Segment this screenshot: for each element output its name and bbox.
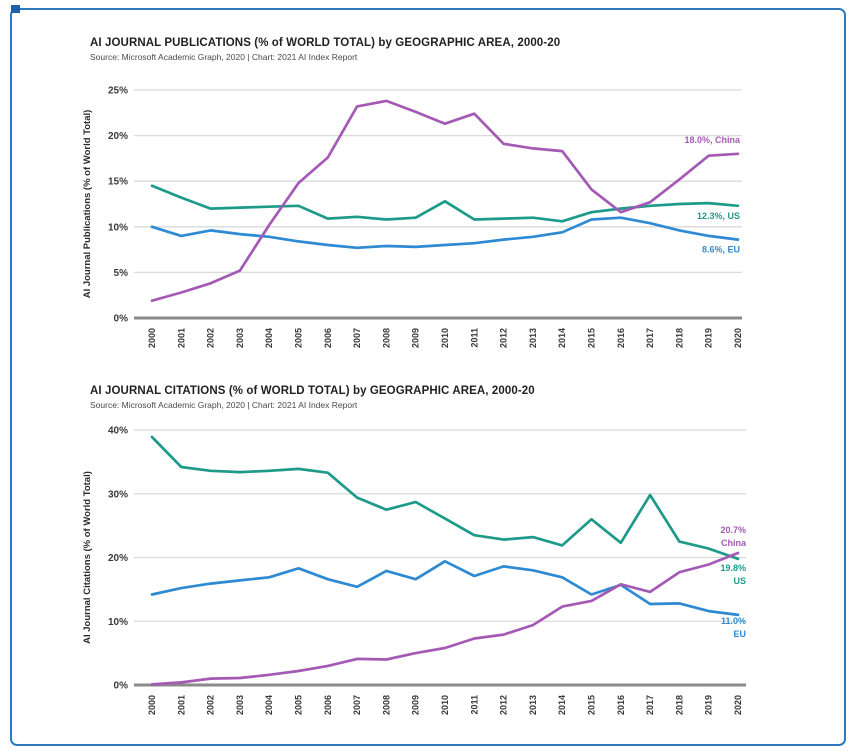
citations-chart-source: Source: Microsoft Academic Graph, 2020 |… — [90, 400, 358, 410]
x-tick-label-year: 2019 — [704, 328, 714, 348]
publications-chart-title: AI JOURNAL PUBLICATIONS (% of WORLD TOTA… — [90, 37, 561, 49]
x-tick-label-year: 2006 — [323, 328, 333, 348]
citations-chart-title: AI JOURNAL CITATIONS (% of WORLD TOTAL) … — [90, 385, 535, 397]
x-tick-label-year: 2019 — [704, 695, 714, 715]
x-tick-label-year: 2010 — [440, 695, 450, 715]
x-tick-label-year: 2020 — [733, 328, 743, 348]
x-tick-label-year: 2012 — [499, 695, 509, 715]
x-tick-label-year: 2009 — [411, 695, 421, 715]
us-series-end-label: 19.8% — [720, 563, 746, 573]
x-tick-label-year: 2007 — [352, 328, 362, 348]
china-series-end-label: China — [721, 538, 747, 548]
x-tick-label-year: 2020 — [733, 695, 743, 715]
china-series-end-label: 20.7% — [720, 525, 746, 535]
publications-line-chart: 0% 5% 10% 15% 20% 25% 2000 2001 2002 2003 2004 2005… — [82, 86, 743, 349]
eu-series-line — [150, 216, 740, 250]
y-tick-label: 10% — [108, 617, 128, 628]
y-tick-label: 0% — [114, 681, 129, 692]
x-tick-label-year: 2003 — [235, 695, 245, 715]
x-tick-label-year: 2005 — [294, 695, 304, 715]
x-tick-label-year: 2000 — [147, 328, 157, 348]
x-tick-label-year: 2004 — [264, 695, 274, 715]
x-tick-label-year: 2003 — [235, 328, 245, 348]
eu-series-end-label: 8.6%, EU — [702, 245, 740, 255]
us-series-end-label: 12.3%, US — [697, 211, 740, 221]
x-tick-label-year: 2010 — [440, 328, 450, 348]
x-tick-label-year: 2017 — [645, 695, 655, 715]
china-series-line — [150, 99, 740, 303]
corner-selection-artifact — [11, 5, 20, 13]
x-tick-label-year: 2006 — [323, 695, 333, 715]
x-tick-label-year: 2002 — [206, 695, 216, 715]
x-tick-label-year: 2013 — [528, 695, 538, 715]
us-series-end-label: US — [733, 576, 746, 586]
y-tick-label: 20% — [108, 553, 128, 564]
x-tick-label-year: 2014 — [557, 695, 567, 715]
x-tick-label-year: 2012 — [499, 328, 509, 348]
y-tick-label: 25% — [108, 86, 128, 97]
x-tick-label-year: 2000 — [147, 695, 157, 715]
us-series-line — [150, 435, 740, 561]
x-tick-label-year: 2011 — [469, 695, 479, 715]
x-tick-label-year: 2014 — [557, 328, 567, 348]
y-axis-title: AI Journal Citations (% of World Total) — [82, 471, 93, 644]
china-series-end-label: 18.0%, China — [684, 135, 741, 145]
outer-border-frame — [10, 8, 846, 746]
x-tick-label-year: 2016 — [616, 695, 626, 715]
x-tick-label-year: 2018 — [674, 328, 684, 348]
y-tick-label: 10% — [108, 222, 128, 233]
eu-series-end-label: EU — [733, 629, 746, 639]
x-tick-label-year: 2007 — [352, 695, 362, 715]
x-tick-label-year: 2009 — [411, 328, 421, 348]
x-tick-label-year: 2001 — [176, 328, 186, 348]
x-tick-label-year: 2016 — [616, 328, 626, 348]
x-tick-label-year: 2005 — [294, 328, 304, 348]
x-tick-label-year: 2002 — [206, 328, 216, 348]
y-tick-label: 15% — [108, 177, 128, 188]
y-tick-label: 30% — [108, 489, 128, 500]
x-tick-label-year: 2008 — [381, 328, 391, 348]
y-axis-title: AI Journal Publications (% of World Tota… — [82, 110, 93, 299]
eu-series-line — [150, 559, 740, 617]
y-tick-label: 40% — [108, 426, 128, 437]
x-tick-label-year: 2004 — [264, 328, 274, 348]
x-tick-label-year: 2015 — [587, 695, 597, 715]
x-tick-label-year: 2018 — [674, 695, 684, 715]
x-tick-label-year: 2013 — [528, 328, 538, 348]
x-tick-label-year: 2001 — [176, 695, 186, 715]
x-tick-label-year: 2015 — [587, 328, 597, 348]
y-tick-label: 5% — [114, 268, 129, 279]
y-tick-label: 0% — [114, 314, 129, 325]
citations-line-chart: 0% 10% 20% 30% 40% 2000 2001 2002 2003 2004 2005 20… — [82, 426, 747, 716]
china-series-line — [150, 551, 740, 686]
publications-chart-source: Source: Microsoft Academic Graph, 2020 |… — [90, 52, 358, 62]
x-tick-label-year: 2011 — [469, 328, 479, 348]
y-tick-label: 20% — [108, 131, 128, 142]
eu-series-end-label: 11.0% — [721, 616, 746, 626]
x-tick-label-year: 2008 — [381, 695, 391, 715]
x-tick-label-year: 2017 — [645, 328, 655, 348]
